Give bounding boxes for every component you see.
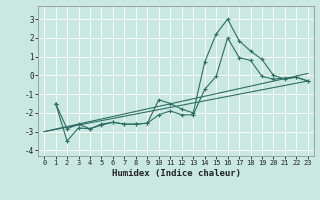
X-axis label: Humidex (Indice chaleur): Humidex (Indice chaleur)	[111, 169, 241, 178]
